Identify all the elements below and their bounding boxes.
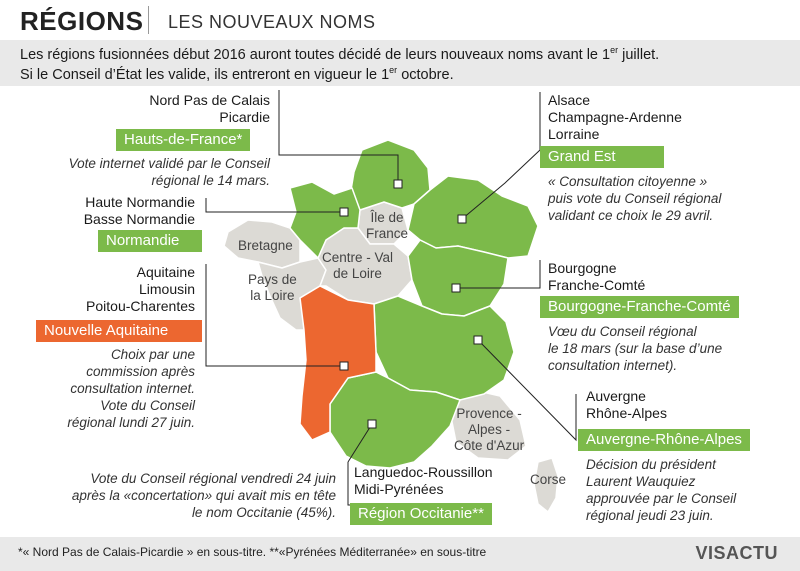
label-bretagne: Bretagne	[238, 238, 293, 253]
footnote: *« Nord Pas de Calais-Picardie » en sous…	[18, 545, 487, 559]
ge-note: « Consultation citoyenne » puis vote du C…	[548, 174, 722, 223]
norm-old-names: Haute Normandie Basse Normandie	[83, 194, 195, 227]
region-hauts-de-france	[349, 139, 431, 211]
na-new-name: Nouvelle Aquitaine	[36, 320, 202, 342]
occ-new-name: Région Occitanie**	[350, 503, 492, 525]
bfc-old-names: Bourgogne Franche-Comté	[548, 260, 646, 293]
page-title: RÉGIONS	[20, 6, 144, 36]
occ-old-names: Languedoc-Roussillon Midi-Pyrénées	[354, 464, 493, 497]
intro-line-1: Les régions fusionnées début 2016 auront…	[20, 45, 660, 63]
hdf-new-name: Hauts-de-France*	[116, 129, 251, 151]
label-ile-de-france: Île de France	[366, 210, 409, 241]
ge-new-name: Grand Est	[540, 146, 664, 168]
na-old-names: Aquitaine Limousin Poitou-Charentes	[86, 264, 195, 314]
ara-old-names: Auvergne Rhône-Alpes	[586, 388, 667, 421]
norm-new-name: Normandie	[98, 230, 202, 252]
footer: *« Nord Pas de Calais-Picardie » en sous…	[0, 537, 800, 571]
ara-note: Décision du président Laurent Wauquiez app…	[586, 457, 737, 523]
label-centre-val-de-loire: Centre - Val de Loire	[322, 250, 394, 281]
region-corse	[533, 457, 559, 513]
intro-panel: Les régions fusionnées début 2016 auront…	[0, 40, 800, 86]
header: RÉGIONS LES NOUVEAUX NOMS	[0, 0, 800, 40]
bfc-new-name: Bourgogne-Franche-Comté	[540, 296, 739, 318]
page-subtitle: LES NOUVEAUX NOMS	[168, 12, 376, 32]
label-corse: Corse	[530, 472, 567, 487]
title-separator	[148, 6, 149, 34]
ara-new-name: Auvergne-Rhône-Alpes	[578, 429, 750, 451]
intro-line-2: Si le Conseil d’État les valide, ils ent…	[20, 65, 454, 83]
region-occitanie	[329, 371, 461, 469]
label-paca: Provence - Alpes - Côte d'Azur	[454, 406, 525, 453]
brand-logo: VISACTU	[695, 543, 778, 563]
region-normandie	[289, 181, 361, 259]
occ-note: Vote du Conseil régional vendredi 24 jui…	[71, 471, 336, 520]
ge-old-names: Alsace Champagne-Ardenne Lorraine	[548, 92, 682, 142]
label-pays-de-la-loire: Pays de la Loire	[248, 272, 297, 303]
hdf-old-names: Nord Pas de Calais Picardie	[149, 92, 270, 125]
na-note: Choix par une commission après consultatio…	[67, 347, 195, 430]
region-nouvelle-aquitaine	[299, 285, 377, 441]
bfc-note: Vœu du Conseil régional le 18 mars (sur l…	[548, 324, 723, 373]
hdf-note: Vote internet validé par le Conseil régio…	[68, 156, 270, 188]
